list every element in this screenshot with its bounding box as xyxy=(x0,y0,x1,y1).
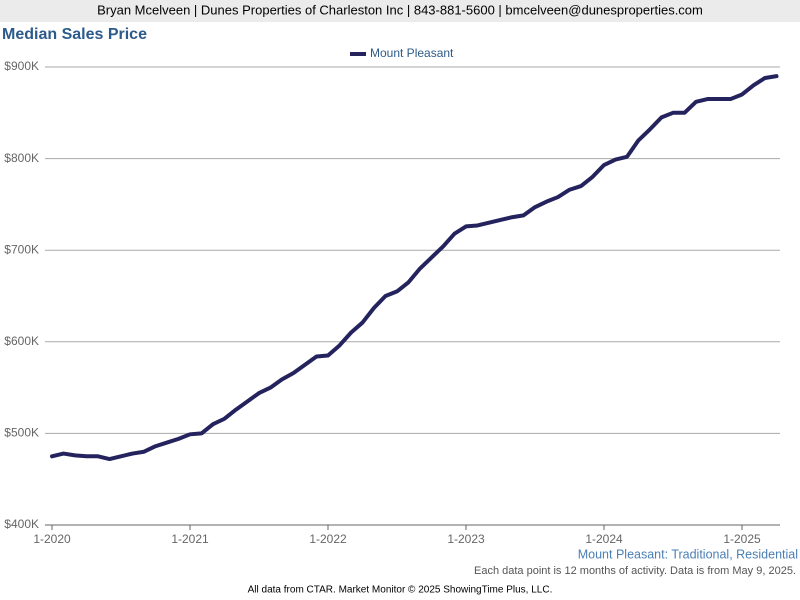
x-tick-label: 1-2023 xyxy=(447,532,485,546)
y-tick-label: $500K xyxy=(4,426,39,440)
y-tick-label: $700K xyxy=(4,242,39,256)
y-tick-label: $800K xyxy=(4,151,39,165)
header-bar xyxy=(0,0,800,22)
footer: All data from CTAR. Market Monitor © 202… xyxy=(248,585,553,596)
x-tick-label: 1-2020 xyxy=(33,532,71,546)
subtitle: Mount Pleasant: Traditional, Residential xyxy=(578,547,798,561)
line xyxy=(50,74,779,462)
note: Each data point is 12 months of activity… xyxy=(474,565,796,577)
header-contact: Bryan Mcelveen | Dunes Properties of Cha… xyxy=(97,2,703,17)
y-tick-label: $400K xyxy=(4,517,39,531)
x-tick-label: 1-2022 xyxy=(309,532,347,546)
y-tick-label: $900K xyxy=(4,59,39,73)
legend-label: Mount Pleasant xyxy=(370,46,454,60)
x-tick-label: 1-2021 xyxy=(171,532,209,546)
x-tick-label: 1-2024 xyxy=(585,532,623,546)
chart-title: Median Sales Price xyxy=(2,26,147,43)
x-tick-label: 1-2025 xyxy=(723,532,761,546)
y-tick-label: $600K xyxy=(4,334,39,348)
